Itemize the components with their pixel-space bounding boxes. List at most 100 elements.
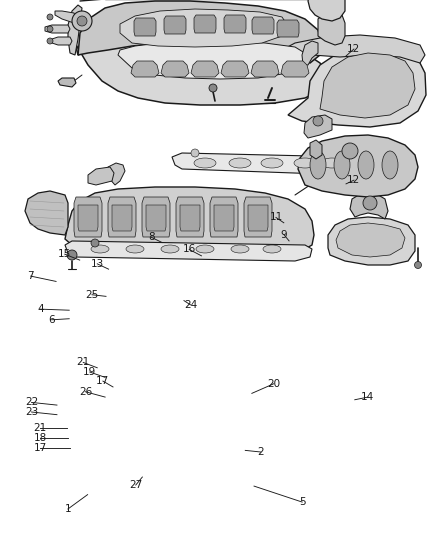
Polygon shape [224,15,246,33]
Ellipse shape [229,158,251,168]
Ellipse shape [126,245,144,253]
Text: 27: 27 [129,480,142,490]
Text: 4: 4 [37,304,44,314]
Circle shape [414,262,421,269]
Polygon shape [244,197,272,237]
Polygon shape [131,61,159,77]
Text: 12: 12 [347,44,360,54]
Text: 11: 11 [269,213,283,222]
Ellipse shape [231,245,249,253]
Polygon shape [25,191,68,235]
Circle shape [67,250,77,260]
Circle shape [209,84,217,92]
Ellipse shape [194,158,216,168]
Polygon shape [120,9,288,47]
Text: 18: 18 [34,433,47,443]
Ellipse shape [358,151,374,179]
Text: 22: 22 [25,398,38,407]
Text: 6: 6 [48,315,55,325]
Polygon shape [191,61,219,77]
Polygon shape [45,25,70,33]
Text: 1: 1 [64,504,71,514]
Text: 15: 15 [58,249,71,259]
Polygon shape [142,197,170,237]
Text: 23: 23 [25,407,38,417]
Polygon shape [308,0,345,21]
Polygon shape [288,47,426,127]
Polygon shape [108,163,125,185]
Polygon shape [248,205,268,231]
Text: 19: 19 [83,367,96,377]
Text: 13: 13 [91,259,104,269]
Ellipse shape [334,151,350,179]
Polygon shape [74,197,102,237]
Circle shape [91,239,99,247]
Text: 24: 24 [184,300,197,310]
Text: 8: 8 [148,232,155,242]
Polygon shape [304,115,332,138]
Text: 2: 2 [257,447,264,457]
Polygon shape [281,61,309,77]
Polygon shape [214,205,234,231]
Polygon shape [134,18,156,36]
Polygon shape [78,205,98,231]
Polygon shape [78,1,322,63]
Polygon shape [210,197,238,237]
Circle shape [47,26,53,32]
Text: 21: 21 [34,423,47,433]
Text: 21: 21 [77,358,90,367]
Text: 7: 7 [27,271,34,281]
Polygon shape [221,61,249,77]
Ellipse shape [196,245,214,253]
Polygon shape [180,205,200,231]
Ellipse shape [382,151,398,179]
Polygon shape [310,140,322,159]
Polygon shape [65,241,312,261]
Circle shape [342,143,358,159]
Circle shape [77,16,87,26]
Text: 20: 20 [267,379,280,389]
Polygon shape [194,15,216,33]
Polygon shape [58,78,76,87]
Circle shape [313,116,323,126]
Text: 25: 25 [85,290,99,300]
Ellipse shape [91,245,109,253]
Polygon shape [251,61,279,77]
Circle shape [47,14,53,20]
Polygon shape [318,11,345,45]
Text: 17: 17 [96,376,110,386]
Polygon shape [176,197,204,237]
Polygon shape [118,41,308,79]
Polygon shape [252,17,274,34]
Ellipse shape [261,158,283,168]
Polygon shape [280,35,425,63]
Polygon shape [277,20,299,37]
Polygon shape [55,11,76,23]
Circle shape [47,38,53,44]
Polygon shape [75,39,326,105]
Polygon shape [146,205,166,231]
Polygon shape [108,197,136,237]
Polygon shape [328,217,415,265]
Polygon shape [88,167,114,185]
Polygon shape [336,223,405,257]
Text: 5: 5 [299,497,306,507]
Text: 9: 9 [280,230,287,239]
Text: 26: 26 [79,387,92,397]
Polygon shape [164,16,186,34]
Polygon shape [68,5,82,55]
Ellipse shape [321,158,343,168]
Polygon shape [302,41,318,65]
Text: 12: 12 [347,175,360,185]
Polygon shape [350,193,388,219]
Ellipse shape [294,158,316,168]
Polygon shape [52,37,72,45]
Circle shape [72,11,92,31]
Polygon shape [161,61,189,77]
Polygon shape [65,187,314,249]
Ellipse shape [263,245,281,253]
Text: 17: 17 [34,443,47,453]
Polygon shape [320,53,415,118]
Text: 14: 14 [361,392,374,402]
Ellipse shape [161,245,179,253]
